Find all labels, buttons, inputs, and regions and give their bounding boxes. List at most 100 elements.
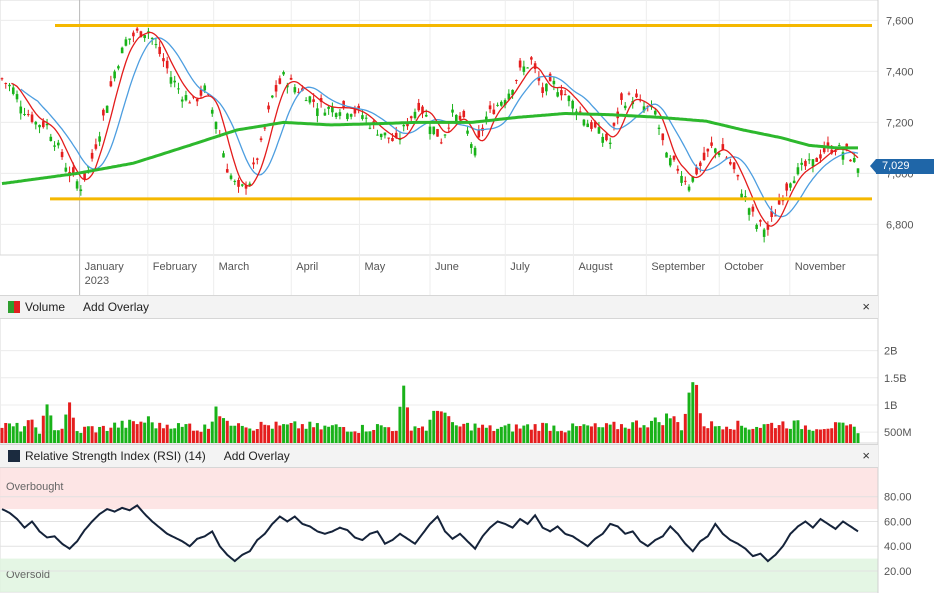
candle-body: [781, 199, 785, 202]
volume-bar: [646, 427, 650, 443]
volume-bar: [511, 431, 515, 443]
rsi-swatch-icon: [8, 450, 20, 462]
candle-body: [143, 35, 146, 39]
candle-body: [856, 168, 860, 173]
volume-bar: [559, 430, 563, 443]
volume-bar: [597, 427, 601, 443]
candle-body: [477, 129, 481, 138]
candle-body: [57, 142, 60, 146]
volume-bar: [627, 428, 631, 443]
x-tick-month: November: [795, 261, 846, 273]
candle-body: [72, 167, 75, 173]
candle-body: [593, 121, 597, 128]
candle-body: [702, 152, 706, 161]
candle-body: [849, 159, 852, 162]
volume-bar: [634, 420, 638, 443]
volume-bar: [751, 428, 755, 443]
candle-body: [627, 93, 631, 95]
volume-bar: [124, 427, 128, 443]
candle-body: [105, 105, 109, 113]
volume-bar: [353, 431, 357, 443]
volume-bar: [822, 429, 826, 443]
volume-bar: [837, 422, 841, 443]
volume-bar: [334, 424, 338, 443]
volume-bar: [8, 423, 12, 443]
volume-y-tick: 1B: [884, 400, 897, 412]
candle-body: [770, 211, 773, 217]
candle-body: [443, 134, 447, 136]
volume-bar: [653, 417, 657, 443]
volume-bar: [698, 413, 702, 443]
volume-bar: [717, 426, 721, 443]
candle-body: [492, 109, 496, 115]
candle-body: [233, 180, 237, 182]
volume-bar: [15, 422, 19, 443]
candle-body: [740, 193, 743, 198]
volume-bar: [413, 426, 417, 443]
candle-body: [154, 44, 158, 46]
volume-bar: [665, 413, 669, 443]
volume-bar: [529, 429, 533, 443]
volume-bar: [323, 425, 327, 443]
volume-bar: [154, 428, 158, 443]
candle-body: [507, 93, 511, 100]
candle-body: [327, 106, 330, 109]
candle-body: [560, 90, 563, 96]
candle-body: [744, 196, 747, 198]
volume-bar: [499, 426, 503, 443]
volume-bar: [781, 421, 785, 443]
volume-bar: [830, 428, 834, 443]
volume-y-tick: 500M: [884, 427, 912, 439]
volume-bar: [796, 420, 800, 443]
volume-close-icon[interactable]: ×: [862, 299, 870, 314]
volume-bar: [387, 427, 391, 443]
volume-bar: [158, 422, 162, 443]
volume-bar: [184, 424, 188, 443]
volume-bar: [556, 431, 560, 443]
candle-body: [83, 172, 86, 180]
candle-body: [571, 100, 574, 109]
volume-bar: [349, 431, 353, 443]
candle-body: [811, 159, 815, 167]
candle-body: [804, 160, 807, 167]
candle-body: [308, 96, 312, 103]
candle-body: [334, 113, 338, 118]
volume-bar: [672, 416, 676, 443]
volume-bar: [398, 406, 402, 443]
volume-bar: [150, 422, 154, 443]
volume-bar: [443, 412, 447, 443]
volume-bar: [161, 428, 165, 443]
x-tick-month: July: [510, 261, 530, 273]
volume-bar: [282, 424, 286, 443]
rsi-add-overlay-button[interactable]: Add Overlay: [223, 449, 290, 463]
volume-bar: [0, 427, 4, 443]
volume-bar: [146, 416, 150, 443]
volume-bar: [41, 415, 45, 443]
volume-bar: [405, 407, 409, 443]
volume-bar: [631, 422, 635, 443]
volume-bar: [728, 429, 732, 443]
volume-bar: [702, 426, 706, 443]
candle-body: [777, 197, 781, 205]
volume-swatch-icon: [8, 301, 20, 313]
x-tick-month: October: [724, 261, 763, 273]
candle-body: [413, 111, 417, 119]
candle-body: [90, 152, 94, 159]
volume-bar: [94, 432, 98, 443]
candle-body: [391, 137, 394, 142]
volume-bar: [841, 422, 845, 443]
volume-bar: [755, 426, 759, 443]
candle-body: [240, 184, 244, 186]
volume-bar: [83, 426, 87, 443]
volume-bar: [128, 419, 132, 443]
volume-bar: [383, 427, 387, 443]
candle-body: [195, 98, 199, 102]
volume-bar: [372, 429, 376, 443]
volume-bar: [191, 430, 195, 443]
candle-body: [683, 180, 687, 182]
rsi-close-icon[interactable]: ×: [862, 448, 870, 463]
candle-body: [49, 136, 53, 142]
candle-body: [807, 159, 811, 161]
candle-body: [695, 167, 698, 175]
volume-add-overlay-button[interactable]: Add Overlay: [83, 300, 150, 314]
